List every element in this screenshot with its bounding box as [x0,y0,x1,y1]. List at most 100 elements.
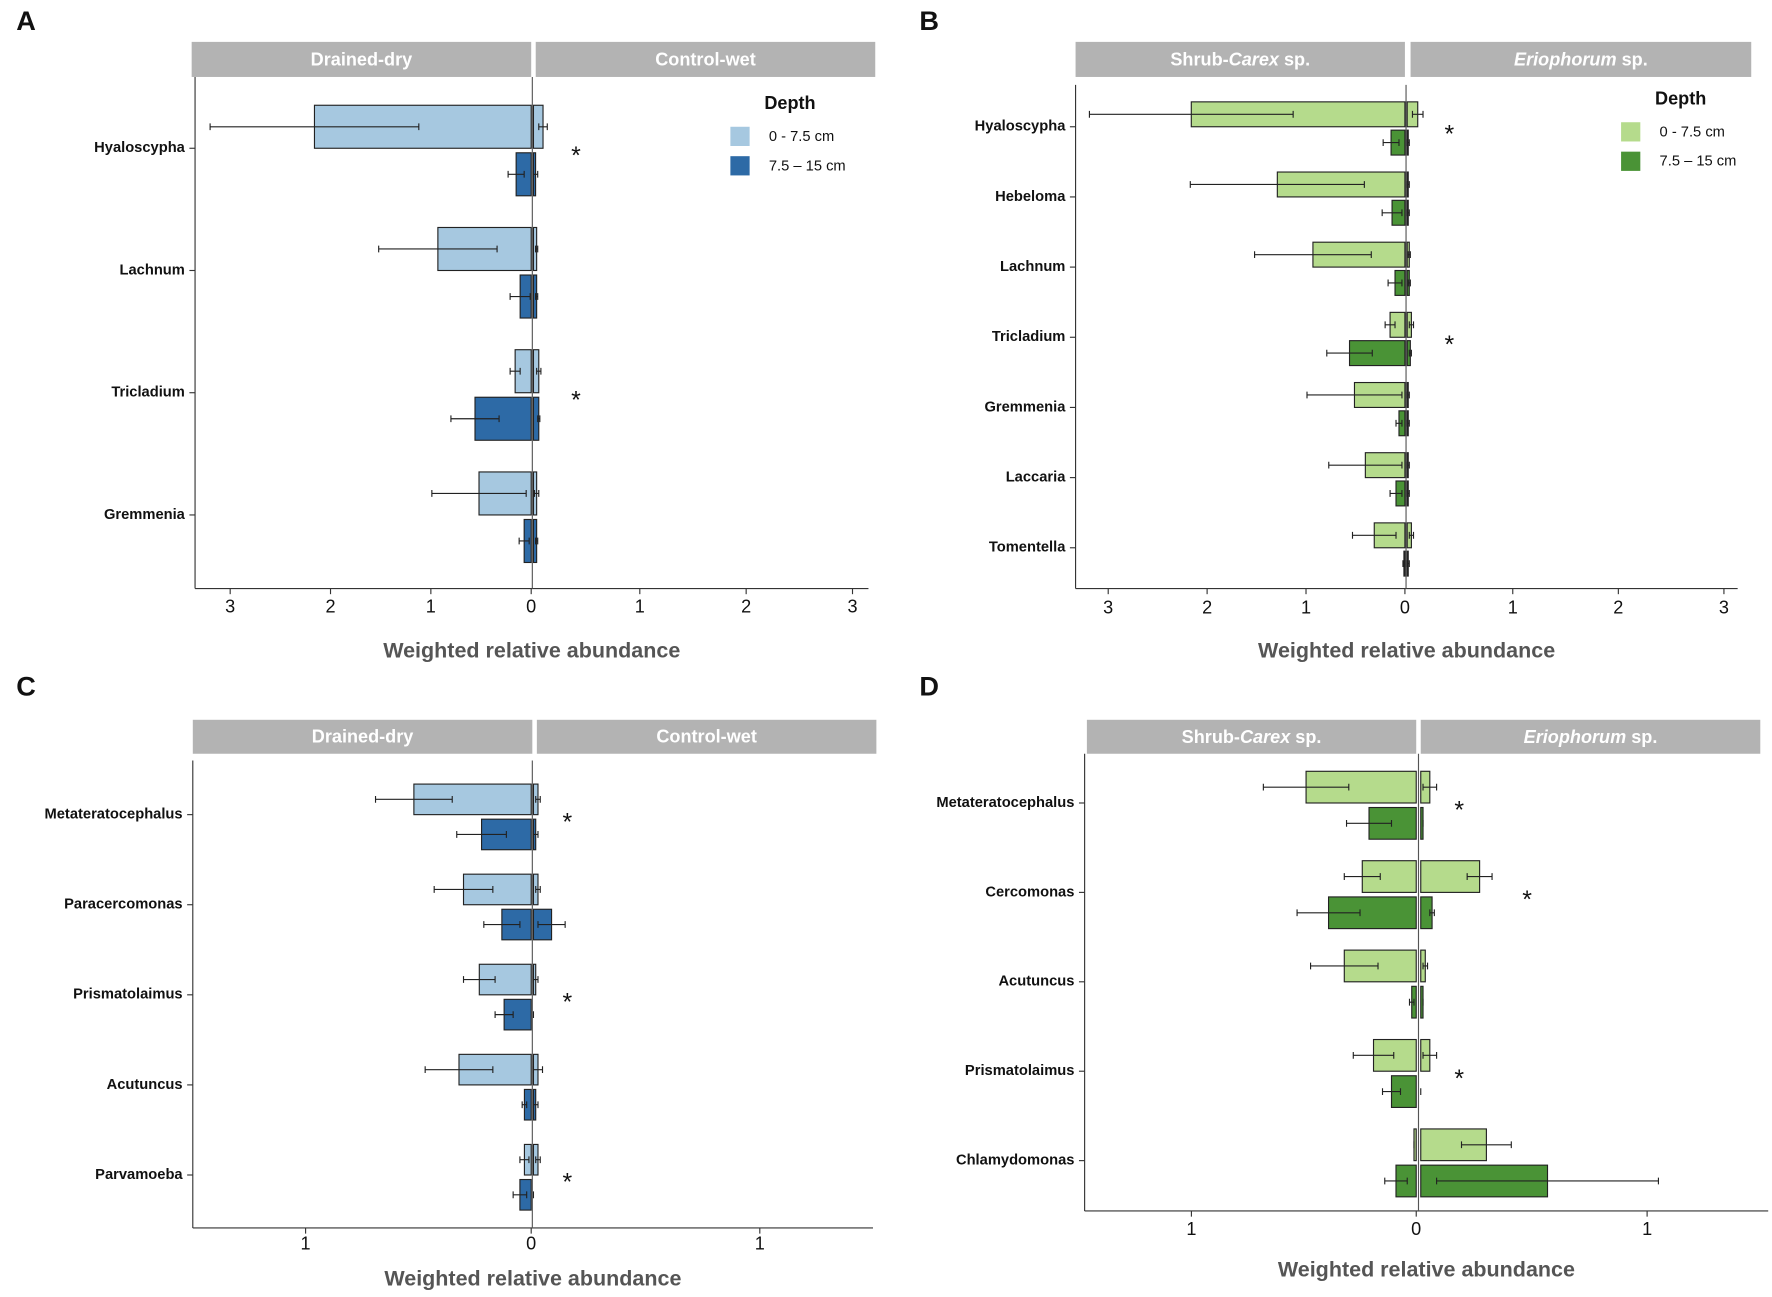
error-bar [1351,531,1397,539]
error-bar [512,1191,528,1199]
panel-label: A [16,5,36,36]
error-bar [1381,1088,1402,1095]
error-bar [532,1066,544,1074]
y-tick-label: Metateratocephalus [936,795,1074,811]
error-bar [533,490,540,497]
x-tick-label: 1 [1508,598,1518,618]
x-tick-label: 2 [741,597,751,617]
error-bar [519,1156,530,1164]
x-tick-label: 0 [526,1234,536,1254]
error-bar [1436,1177,1659,1185]
facet-strip [1420,719,1761,754]
facet-label-part: Carex [1240,727,1291,747]
x-tick-label: 2 [1613,598,1623,618]
x-tick-label: 1 [635,597,645,617]
y-tick-label: Chlamydomonas [956,1153,1074,1169]
error-bar [209,123,420,131]
error-bar [1395,419,1403,427]
x-axis-title: Weighted relative abundance [384,1267,681,1291]
error-bar [509,367,521,375]
error-bar [537,921,566,928]
error-bar [1382,139,1400,146]
x-tick-label: 3 [225,597,235,617]
error-bar [1406,490,1410,497]
error-bar [1328,461,1403,469]
y-tick-label: Lachnum [120,262,185,278]
y-tick-label: Paracercomonas [64,897,183,913]
error-bar [509,293,531,300]
panel-label: D [919,670,939,701]
y-tick-label: Metateratocephalus [45,807,183,823]
significance-mark: * [1454,797,1464,825]
y-tick-label: Hebeloma [995,189,1066,205]
error-bar [1352,1051,1395,1059]
error-bar [374,795,453,803]
x-tick-label: 2 [325,597,335,617]
error-bar [1408,349,1412,357]
x-tick-label: 1 [1301,598,1311,618]
error-bar [1310,962,1379,970]
error-bar [494,1011,514,1019]
facet-label: Shrub-Carex sp. [1170,49,1310,69]
error-bar [483,921,521,928]
significance-mark: * [1445,120,1455,148]
facet-label-part: sp. [1290,727,1321,747]
x-tick-label: 1 [755,1234,765,1254]
error-bar [1406,391,1410,399]
error-bar [1381,209,1403,217]
error-bar [535,293,539,300]
error-bar [1189,181,1365,188]
y-tick-label: Prismatolaimus [965,1063,1074,1079]
error-bar [532,1101,539,1109]
error-bar [1422,1051,1438,1059]
facet-label-part: Eriophorum [1514,49,1617,69]
y-tick-label: Hyaloscypha [975,119,1067,135]
error-bar [535,537,539,545]
facet-label: Drained-dry [312,727,414,747]
error-bar [1402,560,1406,568]
significance-mark: * [563,808,573,836]
y-tick-label: Cercomonas [985,884,1074,900]
y-tick-label: Prismatolaimus [73,987,183,1003]
error-bar [535,795,541,803]
facet-label-part: Eriophorum [1524,727,1627,747]
error-bar [535,886,541,893]
error-bar [532,976,539,983]
facet-label-part: sp. [1617,49,1648,69]
legend-title: Depth [1655,88,1706,108]
facet-strip [535,41,876,77]
error-bar [1411,110,1424,118]
legend-swatch [1621,151,1641,171]
y-tick-label: Acutuncus [998,974,1074,990]
error-bar [424,1066,494,1074]
x-tick-label: 0 [1411,1219,1421,1239]
y-tick-label: Parvamoeba [95,1167,183,1183]
legend-swatch [730,156,750,176]
legend-label: 0 - 7.5 cm [769,129,834,145]
error-bar [1422,962,1429,970]
x-tick-label: 1 [426,597,436,617]
facet-label-part: Carex [1229,49,1280,69]
error-bar [1406,419,1410,427]
error-bar [1296,909,1361,917]
legend-swatch [1621,122,1641,142]
error-bar [1466,873,1493,880]
significance-mark: * [1445,331,1455,359]
error-bar [1406,461,1410,469]
significance-mark: * [571,386,581,414]
x-tick-label: 1 [1642,1219,1652,1239]
error-bar [518,537,530,545]
error-bar [507,170,525,178]
error-bar [1406,209,1410,217]
facet-strip [536,719,877,754]
facet-label-part: Shrub- [1182,727,1240,747]
y-tick-label: Tomentella [989,540,1066,556]
facet-label: Control-wet [656,727,757,747]
facet-label: Shrub-Carex sp. [1182,727,1322,747]
y-tick-label: Gremmenia [984,399,1066,415]
x-tick-label: 2 [1202,598,1212,618]
legend-label: 0 - 7.5 cm [1660,124,1725,140]
error-bar [1384,321,1396,329]
significance-mark: * [1454,1065,1464,1093]
